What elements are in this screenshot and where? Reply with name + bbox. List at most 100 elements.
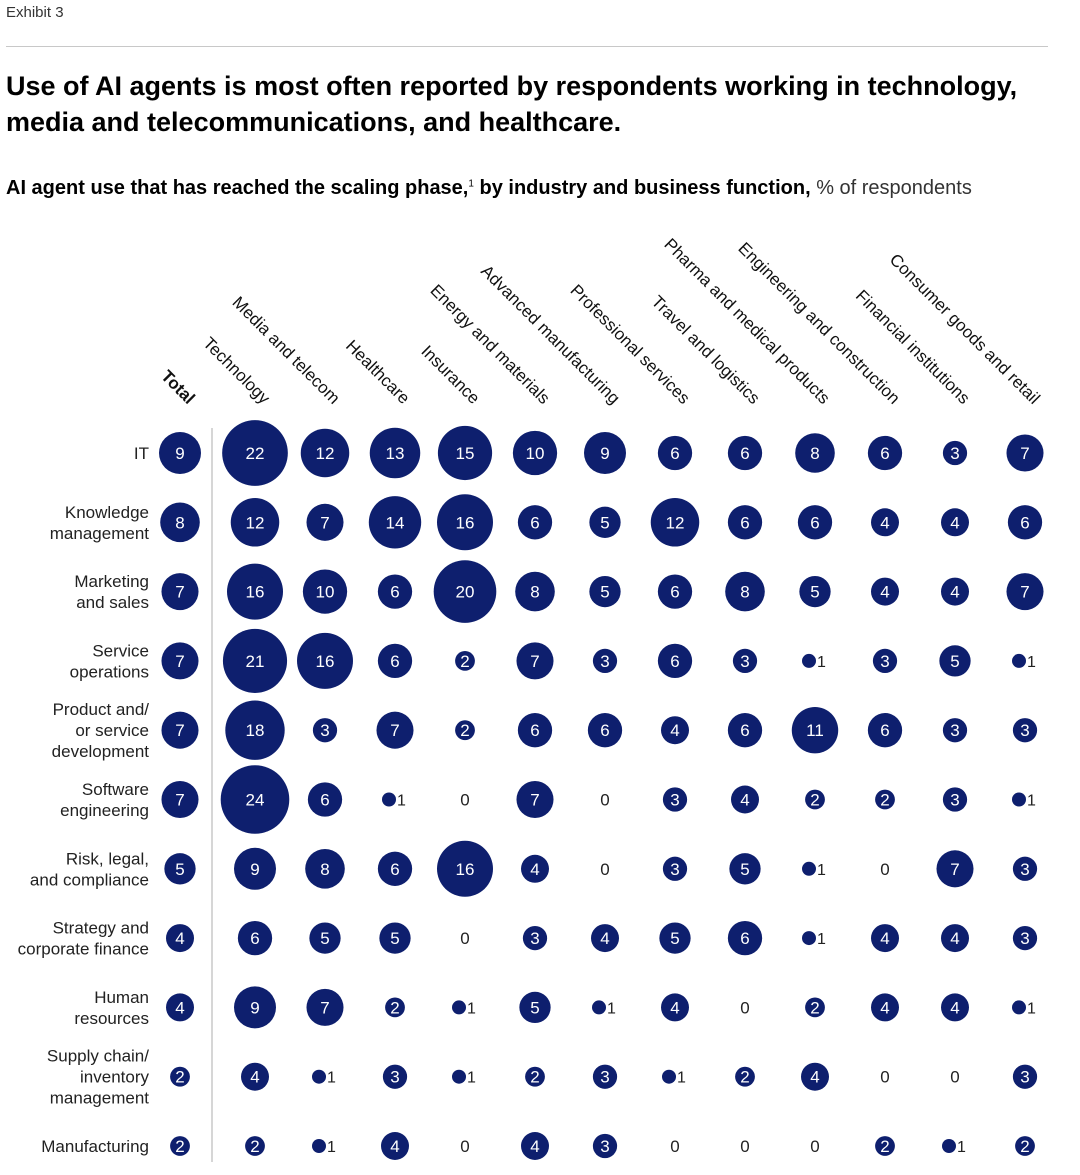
- subtitle-rest: by industry and business function,: [473, 177, 811, 199]
- row-label: Human: [94, 988, 149, 1007]
- bubble-value: 7: [320, 513, 329, 532]
- bubble: [802, 653, 816, 668]
- bubble-value: 18: [246, 721, 265, 740]
- bubble: [166, 924, 194, 953]
- bubble-value: 5: [810, 583, 819, 602]
- bubble-value: 6: [740, 513, 749, 532]
- bubble: [516, 642, 554, 680]
- bubble: [799, 575, 831, 608]
- bubble-value: 1: [1027, 1000, 1036, 1017]
- bubble: [662, 787, 688, 812]
- bubble-value: 1: [817, 654, 826, 671]
- bubble-value: 7: [1020, 583, 1029, 602]
- bubble: [166, 993, 194, 1022]
- bubble-value: 0: [460, 929, 469, 948]
- bubble-value: 5: [320, 929, 329, 948]
- bubble-value: 4: [950, 998, 959, 1017]
- bubble-value: 0: [880, 860, 889, 879]
- bubble: [516, 780, 554, 819]
- bubble-value: 6: [670, 652, 679, 671]
- bubble: [805, 997, 825, 1018]
- subtitle-main: AI agent use that has reached the scalin…: [6, 177, 469, 199]
- bubble-value: 3: [740, 652, 749, 671]
- bubble: [657, 435, 693, 471]
- bubble: [230, 498, 280, 547]
- bubble: [222, 628, 288, 693]
- bubble: [875, 789, 895, 810]
- bubble: [437, 840, 493, 897]
- bubble-value: 1: [467, 1070, 476, 1087]
- bubble: [589, 575, 621, 608]
- bubble: [227, 563, 283, 620]
- bubble: [727, 713, 763, 748]
- bubble-value: 7: [950, 860, 959, 879]
- bubble-value: 8: [320, 860, 329, 879]
- bubble-value: 1: [327, 1139, 336, 1156]
- bubble-value: 7: [320, 998, 329, 1017]
- bubble: [161, 780, 199, 819]
- bubble: [871, 993, 899, 1022]
- bubble: [802, 931, 816, 946]
- bubble-value: 0: [670, 1137, 679, 1156]
- exhibit-label: Exhibit 3: [6, 4, 64, 21]
- bubble-value: 4: [810, 1068, 819, 1087]
- bubble: [377, 643, 413, 679]
- bubble-value: 1: [327, 1070, 336, 1087]
- bubble-value: 8: [810, 444, 819, 463]
- bubble-value: 4: [740, 791, 749, 810]
- row-label: IT: [134, 444, 149, 463]
- row-label: Supply chain/: [47, 1047, 149, 1066]
- bubble: [368, 496, 422, 549]
- bubble: [521, 1132, 549, 1160]
- bubble-value: 16: [246, 583, 265, 602]
- bubble-value: 16: [316, 652, 335, 671]
- bubble-value: 7: [1020, 444, 1029, 463]
- bubble-value: 3: [390, 1068, 399, 1087]
- bubble: [525, 1066, 545, 1087]
- bubble-value: 1: [677, 1070, 686, 1087]
- bubble: [584, 432, 626, 474]
- bubble-value: 6: [880, 721, 889, 740]
- bubble: [802, 861, 816, 876]
- bubble-value: 16: [456, 860, 475, 879]
- bubble: [455, 651, 475, 671]
- bubble: [452, 1000, 466, 1015]
- bubble-value: 3: [530, 929, 539, 948]
- bubble-value: 2: [740, 1068, 749, 1087]
- bubble-value: 6: [1020, 513, 1029, 532]
- bubble-value: 1: [817, 931, 826, 948]
- bubble-value: 3: [880, 652, 889, 671]
- bubble-value: 2: [810, 791, 819, 810]
- bubble: [234, 847, 276, 890]
- column-header: Energy and materials: [427, 281, 554, 408]
- bubble: [659, 922, 691, 954]
- bubble-value: 8: [175, 513, 184, 532]
- row-label: corporate finance: [18, 940, 149, 959]
- bubble: [300, 428, 350, 478]
- bubble: [941, 508, 969, 537]
- bubble: [1015, 1136, 1035, 1156]
- bubble-value: 4: [880, 513, 889, 532]
- bubble: [377, 574, 413, 609]
- column-header: Financial institutions: [852, 286, 974, 408]
- bubble: [795, 433, 835, 473]
- row-label: development: [52, 742, 150, 761]
- bubble: [433, 560, 497, 623]
- bubble-value: 13: [386, 444, 405, 463]
- column-header: Healthcare: [342, 336, 414, 408]
- bubble: [727, 505, 763, 540]
- bubble: [731, 785, 759, 814]
- bubble-value: 6: [390, 583, 399, 602]
- bubble-value: 0: [600, 791, 609, 810]
- bubble: [657, 574, 693, 609]
- bubble: [437, 494, 493, 551]
- bubble-value: 3: [1020, 860, 1029, 879]
- bubble: [727, 435, 763, 471]
- bubble: [437, 425, 493, 481]
- row-label: engineering: [60, 801, 149, 820]
- bubble: [1012, 792, 1026, 807]
- bubble-value: 3: [1020, 1068, 1029, 1087]
- bubble: [941, 924, 969, 953]
- bubble: [725, 571, 765, 612]
